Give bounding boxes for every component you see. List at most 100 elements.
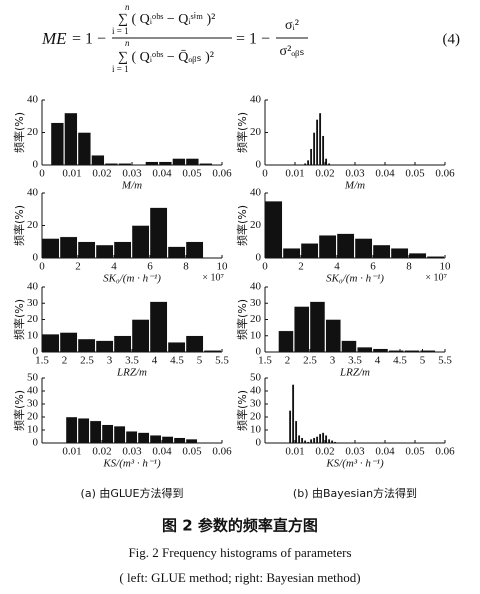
x-tick-label: 2 — [285, 355, 291, 367]
y-tick-label: 30 — [250, 398, 262, 410]
x-tick-label: 2 — [298, 261, 304, 273]
eq-numerator: ∑ ( Qᵢᵒᵇˢ − Qᵢˢⁱᵐ )² — [118, 12, 215, 27]
x-tick-label: 3 — [330, 355, 336, 367]
bar — [278, 330, 294, 353]
x-tick-label: 0.01 — [62, 168, 81, 180]
bar — [372, 244, 391, 259]
x-tick-label: 0.05 — [182, 446, 202, 458]
bar — [294, 306, 310, 353]
y-axis-label: 频率(%) — [12, 112, 26, 153]
x-axis-label: M/m — [121, 180, 142, 192]
bar — [321, 135, 325, 166]
y-tick-label: 20 — [27, 411, 39, 423]
x-tick-label: 10 — [440, 261, 452, 273]
x-tick-label: 0.03 — [345, 168, 365, 180]
y-axis-label: 频率(%) — [12, 390, 26, 431]
x-tick-label: 4 — [111, 261, 117, 273]
y-tick-label: 40 — [27, 187, 39, 199]
x-tick-label: 0.05 — [405, 168, 425, 180]
x-tick-label: 2 — [62, 355, 68, 367]
bar — [185, 335, 204, 353]
bar — [172, 158, 186, 166]
bar — [297, 435, 301, 444]
bar — [336, 233, 355, 259]
bar — [318, 235, 337, 259]
y-tick-label: 10 — [27, 329, 39, 341]
x-tick-label: 5.5 — [438, 355, 452, 367]
eq-lhs: ME — [41, 29, 67, 48]
bar — [306, 159, 310, 166]
x-tick-label: 0.06 — [435, 446, 455, 458]
x-tick-label: 0.05 — [182, 168, 202, 180]
x-tick-label: 6 — [147, 261, 153, 273]
x-tick-label: 0.03 — [122, 168, 142, 180]
eq-text: = 1 − — [72, 31, 106, 48]
x-tick-label: 0.06 — [435, 168, 455, 180]
bar — [408, 252, 427, 259]
caption-en: Fig. 2 Frequency histograms of parameter… — [128, 545, 351, 560]
bar — [50, 122, 64, 166]
bar — [131, 319, 150, 353]
bar — [59, 236, 78, 259]
x-tick-label: 0.02 — [315, 168, 334, 180]
eq-frac-num: σᵢ² — [285, 18, 299, 33]
eq-denominator: ∑ ( Qᵢᵒᵇˢ − Q̄ₒᵦₛ )² — [118, 50, 214, 66]
eq-limit: n — [125, 2, 130, 12]
y-tick-label: 0 — [33, 437, 39, 449]
bar — [95, 340, 114, 353]
bar — [89, 420, 102, 444]
x-tick-label: 0.06 — [212, 446, 232, 458]
x-axis-label: LRZ/m — [116, 367, 147, 379]
bar — [137, 432, 150, 444]
x-tick-label: 5.5 — [215, 355, 229, 367]
y-axis-label: 频率(%) — [235, 299, 249, 340]
bar — [167, 246, 186, 259]
bar — [354, 238, 373, 259]
x-axis-label: SK₀/(m · h⁻¹) — [326, 273, 384, 285]
x-tick-label: 0.04 — [375, 168, 395, 180]
bar — [318, 112, 322, 166]
x-tick-label: 8 — [406, 261, 412, 273]
bar — [149, 207, 168, 259]
x-tick-label: 0.01 — [285, 168, 304, 180]
eq-frac-den: σ²ₒᵦₛ — [280, 44, 305, 59]
bar — [101, 424, 114, 444]
y-tick-label: 0 — [33, 159, 39, 171]
x-tick-label: 2 — [75, 261, 81, 273]
x-tick-label: 2.5 — [80, 355, 94, 367]
y-tick-label: 0 — [256, 159, 262, 171]
x-tick-label: 0.02 — [315, 446, 334, 458]
bar — [149, 301, 168, 353]
x-tick-label: 4 — [152, 355, 158, 367]
bar — [341, 340, 357, 353]
subcaption: (a) 由GLUE方法得到 — [81, 486, 184, 500]
y-tick-label: 40 — [27, 281, 39, 293]
y-tick-label: 20 — [250, 126, 262, 138]
bar — [315, 119, 319, 166]
x-tick-label: 0.01 — [62, 446, 81, 458]
x-axis-label: SK₀/(m · h⁻¹) — [103, 273, 161, 285]
bar — [288, 410, 292, 444]
x-tick-label: 0.03 — [345, 446, 365, 458]
bar — [294, 420, 298, 444]
y-tick-label: 30 — [250, 297, 262, 309]
x-tick-label: 0.06 — [212, 168, 232, 180]
y-tick-label: 20 — [250, 313, 262, 325]
x-tick-label: 3 — [107, 355, 113, 367]
bar — [41, 238, 60, 259]
bar — [77, 241, 96, 259]
y-tick-label: 30 — [27, 297, 39, 309]
bar — [318, 433, 322, 444]
y-tick-label: 10 — [27, 424, 39, 436]
x-tick-label: 10 — [217, 261, 229, 273]
bar — [113, 425, 126, 444]
bar — [149, 435, 162, 444]
bar — [161, 436, 174, 444]
bar — [41, 333, 60, 353]
y-tick-label: 20 — [27, 313, 39, 325]
x-tick-label: 4 — [375, 355, 381, 367]
bar — [59, 332, 78, 353]
y-tick-label: 20 — [27, 126, 39, 138]
x-multiplier: × 10⁷ — [425, 272, 447, 283]
